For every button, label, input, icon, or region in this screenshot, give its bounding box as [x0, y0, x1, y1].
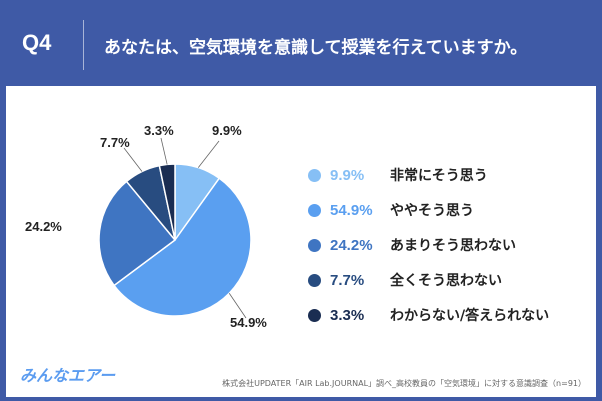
- brand-logo: みんなエアー: [20, 366, 116, 385]
- chart-card: 9.9% 54.9% 24.2% 7.7% 3.3% 9.9% 非常にそう思う …: [6, 86, 596, 397]
- legend-percent: 7.7%: [330, 271, 365, 289]
- header: Q4 あなたは、空気環境を意識して授業を行えていますか。: [0, 0, 602, 86]
- question-text: あなたは、空気環境を意識して授業を行えていますか。: [104, 38, 528, 58]
- legend-percent: 54.9%: [330, 201, 373, 219]
- pie-label-somewhat-agree: 54.9%: [230, 315, 267, 330]
- legend-percent: 9.9%: [330, 166, 365, 184]
- pie-label-strongly-agree: 9.9%: [212, 123, 242, 138]
- legend-item-dont-know: 3.3% わからない/答えられない: [308, 302, 549, 328]
- legend-dot: [308, 238, 321, 252]
- legend-dot: [308, 273, 321, 287]
- legend-item-not-really: 24.2% あまりそう思わない: [308, 232, 516, 258]
- leader-line: [197, 140, 220, 168]
- legend-label: わからない/答えられない: [390, 308, 550, 324]
- header-divider: [83, 20, 84, 70]
- legend-item-not-at-all: 7.7% 全くそう思わない: [308, 267, 502, 293]
- legend-dot: [308, 308, 321, 322]
- leader-line: [160, 137, 168, 165]
- slice-not-really: [98, 180, 177, 287]
- pie-label-not-really: 24.2%: [25, 219, 62, 234]
- source-note: 株式会社UPDATER「AIR Lab.JOURNAL」調べ_高校教員の「空気環…: [222, 379, 586, 388]
- pie-label-not-at-all: 7.7%: [100, 135, 130, 150]
- legend-percent: 24.2%: [330, 236, 373, 254]
- legend-label: ややそう思う: [390, 203, 474, 219]
- legend-dot: [308, 168, 321, 182]
- leader-line: [123, 147, 143, 172]
- legend-percent: 3.3%: [330, 306, 365, 324]
- legend-label: 全くそう思わない: [390, 273, 502, 289]
- legend-label: 非常にそう思う: [390, 168, 488, 184]
- pie-label-dont-know: 3.3%: [144, 123, 174, 138]
- legend-dot: [308, 203, 321, 217]
- question-number: Q4: [22, 30, 52, 55]
- slice-somewhat-agree: [113, 177, 252, 317]
- legend-label: あまりそう思わない: [390, 238, 516, 254]
- legend-item-somewhat-agree: 54.9% ややそう思う: [308, 197, 474, 223]
- legend-item-strongly-agree: 9.9% 非常にそう思う: [308, 162, 488, 188]
- leader-line: [228, 293, 247, 319]
- pie-chart: [98, 137, 252, 319]
